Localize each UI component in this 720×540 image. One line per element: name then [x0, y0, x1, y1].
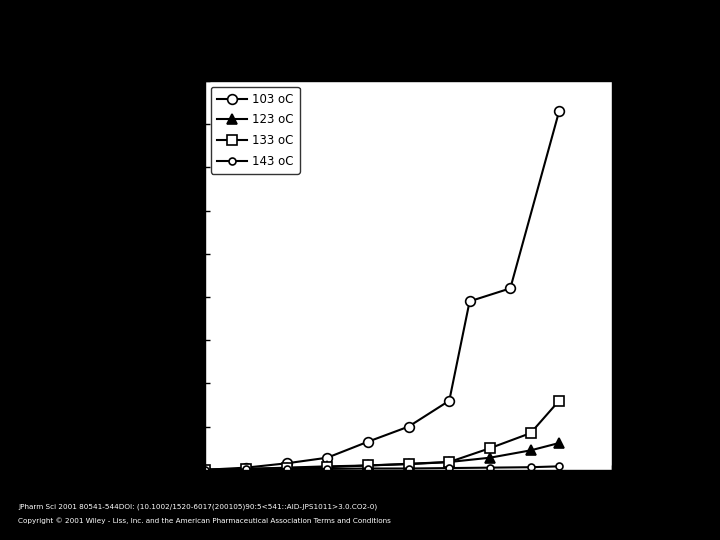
123 oC [485, 455, 494, 461]
Y-axis label: CONCENTRATION (mg/ml): CONCENTRATION (mg/ml) [174, 186, 186, 365]
143 oC [282, 465, 291, 472]
Legend: 103 oC, 123 oC, 133 oC, 143 oC: 103 oC, 123 oC, 133 oC, 143 oC [211, 87, 300, 174]
103 oC [364, 438, 372, 445]
133 oC [485, 445, 494, 451]
143 oC [485, 464, 494, 471]
123 oC [364, 462, 372, 469]
133 oC [241, 465, 251, 472]
103 oC [323, 455, 331, 461]
103 oC [404, 423, 413, 430]
Line: 103 oC: 103 oC [200, 106, 564, 475]
123 oC [282, 464, 291, 471]
103 oC [555, 108, 564, 114]
143 oC [526, 464, 535, 470]
123 oC [241, 465, 251, 472]
123 oC [445, 459, 454, 465]
133 oC [364, 462, 372, 469]
103 oC [445, 397, 454, 404]
Text: Copyright © 2001 Wiley - Liss, Inc. and the American Pharmaceutical Association : Copyright © 2001 Wiley - Liss, Inc. and … [18, 517, 391, 524]
143 oC [445, 465, 454, 471]
143 oC [404, 465, 413, 472]
Text: Figure 4: Figure 4 [332, 19, 388, 33]
103 oC [506, 285, 515, 292]
123 oC [555, 440, 564, 446]
133 oC [445, 459, 454, 465]
Line: 143 oC: 143 oC [202, 463, 562, 473]
133 oC [404, 461, 413, 467]
X-axis label: TIME (minutes): TIME (minutes) [349, 493, 468, 507]
143 oC [201, 467, 210, 473]
Line: 133 oC: 133 oC [200, 396, 564, 475]
Text: JPharm Sci 2001 80541-544DOI: (10.1002/1520-6017(200105)90:5<541::AID-JPS1011>3.: JPharm Sci 2001 80541-544DOI: (10.1002/1… [18, 503, 377, 510]
133 oC [526, 430, 535, 436]
133 oC [555, 397, 564, 404]
Line: 123 oC: 123 oC [200, 438, 564, 475]
123 oC [526, 447, 535, 454]
123 oC [404, 461, 413, 468]
143 oC [555, 463, 564, 470]
103 oC [201, 467, 210, 473]
123 oC [323, 463, 331, 470]
133 oC [323, 464, 331, 470]
143 oC [364, 465, 372, 472]
123 oC [201, 467, 210, 473]
103 oC [465, 298, 474, 305]
103 oC [241, 464, 251, 471]
133 oC [201, 467, 210, 473]
133 oC [282, 465, 291, 471]
103 oC [282, 460, 291, 467]
143 oC [241, 466, 251, 472]
143 oC [323, 465, 331, 472]
